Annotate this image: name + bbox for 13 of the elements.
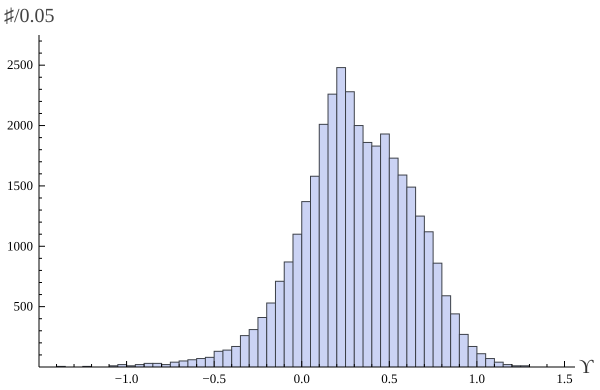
x-tick-label: −0.5 xyxy=(202,371,226,386)
x-tick-label: −1.0 xyxy=(114,371,138,386)
x-axis-title: ϒ xyxy=(579,356,594,378)
y-tick-label: 500 xyxy=(14,298,33,314)
x-tick-label: 0.0 xyxy=(294,371,310,386)
x-tick-label: 0.5 xyxy=(381,371,398,386)
x-tick-label: 1.0 xyxy=(468,371,486,386)
x-tick-label: 1.5 xyxy=(556,371,573,386)
y-tick-label: 2500 xyxy=(7,57,33,72)
y-axis-title: ♯/0.05 xyxy=(4,5,55,27)
y-tick-label: 1000 xyxy=(7,238,33,254)
y-tick-label: 1500 xyxy=(7,178,33,193)
y-tick-label: 2000 xyxy=(7,118,33,133)
